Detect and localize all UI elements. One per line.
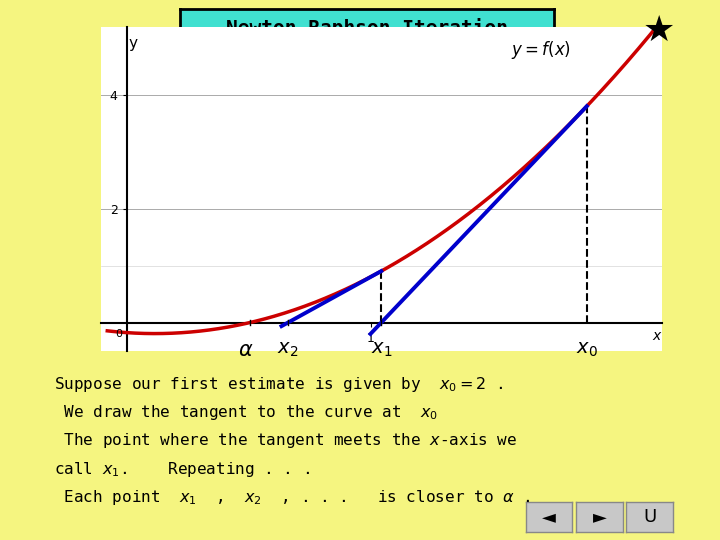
Text: ◄: ◄	[542, 508, 556, 526]
Text: y: y	[129, 36, 138, 51]
Text: 0: 0	[115, 329, 122, 340]
Text: ★: ★	[643, 14, 675, 48]
Text: $x_0$: $x_0$	[576, 340, 598, 359]
Text: call $x_1$.    Repeating . . .: call $x_1$. Repeating . . .	[54, 460, 310, 478]
Text: $\alpha$: $\alpha$	[238, 340, 253, 360]
Text: $x_1$: $x_1$	[371, 340, 392, 359]
Text: $y = f(x)$: $y = f(x)$	[511, 39, 571, 62]
Text: $x_2$: $x_2$	[277, 340, 299, 359]
Text: ►: ►	[593, 508, 606, 526]
Text: Newton-Raphson Iteration: Newton-Raphson Iteration	[226, 17, 508, 38]
Text: The point where the tangent meets the $x$-axis we: The point where the tangent meets the $x…	[54, 431, 518, 450]
Text: U: U	[643, 508, 657, 526]
Text: x: x	[652, 329, 660, 343]
Text: Each point  $x_1$  ,  $x_2$  , . . .   is closer to $\alpha$ .: Each point $x_1$ , $x_2$ , . . . is clos…	[54, 488, 531, 507]
Text: We draw the tangent to the curve at  $x_0$: We draw the tangent to the curve at $x_0…	[54, 403, 438, 422]
Text: Suppose our first estimate is given by  $x_0 = 2$ .: Suppose our first estimate is given by $…	[54, 375, 504, 394]
